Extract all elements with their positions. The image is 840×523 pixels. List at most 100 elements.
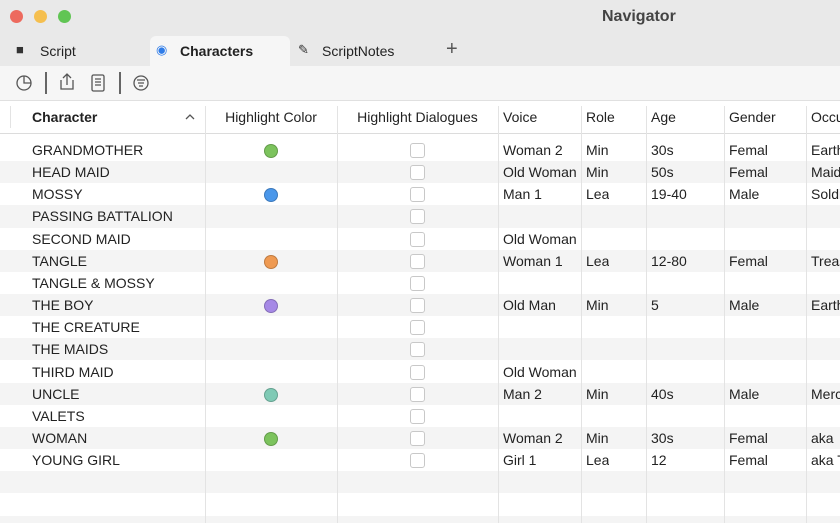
window-title: Navigator <box>602 8 676 25</box>
tab-icon: ✎ <box>298 42 309 57</box>
cell-age: 12-80 <box>651 252 687 269</box>
title-bar <box>0 0 840 66</box>
filter-icon[interactable] <box>133 75 149 91</box>
cell-voice: Woman 2 <box>503 429 563 446</box>
cell-character: VALETS <box>32 407 85 424</box>
column-separator <box>498 106 499 523</box>
dialogue-checkbox[interactable] <box>410 342 425 358</box>
cell-gender: Male <box>729 297 760 314</box>
tab-label: ScriptNotes <box>322 43 395 59</box>
dialogue-checkbox[interactable] <box>410 143 425 158</box>
cell-age: 5 <box>651 297 659 314</box>
dialogue-checkbox[interactable] <box>410 298 425 314</box>
cell-role: Min <box>586 297 609 314</box>
cell-character: THIRD MAID <box>32 363 114 380</box>
dialogue-checkbox[interactable] <box>410 320 425 336</box>
cell-character: YOUNG GIRL <box>32 452 120 469</box>
cell-character: TANGLE <box>32 252 87 269</box>
column-header[interactable]: Age <box>651 109 676 125</box>
share-icon[interactable] <box>60 73 74 90</box>
cell-character: UNCLE <box>32 385 80 402</box>
cell-age: 12 <box>651 452 667 469</box>
cell-voice: Old Woman <box>503 363 577 380</box>
close-button[interactable] <box>10 10 23 23</box>
minimize-button[interactable] <box>34 10 47 23</box>
sort-indicator[interactable] <box>184 111 196 123</box>
column-header[interactable]: Role <box>586 109 615 125</box>
cell-age: 30s <box>651 142 674 158</box>
cell-occupation: Earth <box>811 142 840 158</box>
cell-age: 50s <box>651 164 674 181</box>
cell-voice: Woman 1 <box>503 252 563 269</box>
cell-occupation: Treas <box>811 252 840 269</box>
cell-voice: Girl 1 <box>503 452 537 469</box>
row-stripe <box>0 471 840 494</box>
cell-character: THE MAIDS <box>32 341 109 358</box>
cell-occupation: aka <box>811 429 834 446</box>
zoom-button[interactable] <box>58 10 71 23</box>
cell-character: MOSSY <box>32 186 83 203</box>
cell-character: HEAD MAID <box>32 164 110 181</box>
cell-voice: Woman 2 <box>503 142 563 158</box>
cell-gender: Femal <box>729 252 768 269</box>
dialogue-checkbox[interactable] <box>410 408 425 424</box>
cell-gender: Femal <box>729 429 768 446</box>
cell-character: THE BOY <box>32 297 94 314</box>
cell-gender: Femal <box>729 452 768 469</box>
column-header[interactable]: Occu <box>811 109 840 125</box>
add-tab[interactable]: + <box>446 38 458 60</box>
dialogue-checkbox[interactable] <box>410 275 425 291</box>
cell-character: TANGLE & MOSSY <box>32 274 155 291</box>
cell-role: Min <box>586 385 609 402</box>
cell-role: Min <box>586 142 609 158</box>
column-header[interactable]: Gender <box>729 109 776 125</box>
tab-icon: ◉ <box>156 42 168 57</box>
dialogue-checkbox[interactable] <box>410 165 425 181</box>
dialogue-checkbox[interactable] <box>410 209 425 225</box>
tab-icon: ■ <box>16 42 24 57</box>
column-header[interactable]: Voice <box>503 109 538 125</box>
tab-label: Script <box>40 43 76 59</box>
dialogue-checkbox[interactable] <box>410 253 425 269</box>
column-separator <box>646 106 647 523</box>
cell-voice: Man 2 <box>503 385 542 402</box>
row-stripe <box>0 515 840 523</box>
dialogue-checkbox[interactable] <box>410 453 425 469</box>
highlight-dot <box>264 299 278 314</box>
column-separator <box>205 106 206 523</box>
toolbar-icons <box>16 72 149 94</box>
cell-role: Lea <box>586 252 610 269</box>
column-header[interactable]: Highlight Dialogues <box>357 109 478 125</box>
cell-role: Lea <box>586 186 610 203</box>
cell-age: 19-40 <box>651 186 687 203</box>
cell-role: Min <box>586 164 609 181</box>
cell-role: Min <box>586 429 609 446</box>
dialogue-checkbox[interactable] <box>410 430 425 446</box>
highlight-dot <box>264 254 278 269</box>
cell-gender: Male <box>729 186 760 203</box>
cell-occupation: Earth <box>811 297 840 314</box>
cell-voice: Old Woman <box>503 164 577 181</box>
column-header[interactable]: Highlight Color <box>225 109 317 125</box>
column-separator <box>10 106 11 128</box>
cell-gender: Male <box>729 385 760 402</box>
cell-occupation: Maid <box>811 164 840 181</box>
cell-gender: Femal <box>729 164 768 181</box>
tab[interactable] <box>150 36 290 66</box>
dialogue-checkbox[interactable] <box>410 231 425 247</box>
cell-occupation: aka T <box>811 452 840 469</box>
cell-voice: Man 1 <box>503 186 542 203</box>
tab-label: Characters <box>180 43 254 59</box>
dialogue-checkbox[interactable] <box>410 187 425 203</box>
cell-gender: Femal <box>729 142 768 158</box>
column-header[interactable]: Character <box>32 109 98 125</box>
cell-voice: Old Man <box>503 297 556 314</box>
header-border <box>0 133 840 134</box>
cell-age: 40s <box>651 385 674 402</box>
cell-character: THE CREATURE <box>32 319 140 336</box>
tab[interactable] <box>10 36 150 66</box>
dialogue-checkbox[interactable] <box>410 386 425 402</box>
cell-role: Lea <box>586 452 610 469</box>
doc-icon[interactable] <box>91 74 105 92</box>
dialogue-checkbox[interactable] <box>410 364 425 380</box>
